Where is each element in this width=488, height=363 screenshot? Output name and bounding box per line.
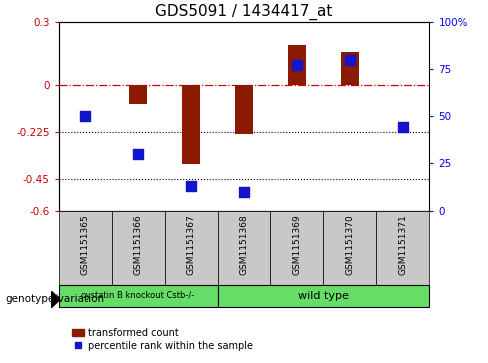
- Bar: [270, 211, 324, 285]
- Text: GSM1151365: GSM1151365: [81, 214, 90, 275]
- Bar: [59, 211, 112, 285]
- Point: [81, 113, 89, 119]
- Legend: transformed count, percentile rank within the sample: transformed count, percentile rank withi…: [68, 324, 257, 355]
- Point: [240, 189, 248, 195]
- Text: GSM1151367: GSM1151367: [186, 214, 196, 275]
- Text: genotype/variation: genotype/variation: [5, 294, 104, 305]
- Bar: [324, 211, 376, 285]
- Text: GSM1151371: GSM1151371: [398, 214, 407, 275]
- Bar: [235, 85, 253, 134]
- Point: [293, 62, 301, 68]
- Point: [346, 57, 354, 62]
- Title: GDS5091 / 1434417_at: GDS5091 / 1434417_at: [155, 4, 333, 20]
- Bar: [164, 211, 218, 285]
- Text: GSM1151369: GSM1151369: [292, 214, 302, 275]
- Bar: [182, 85, 200, 164]
- Bar: [376, 211, 429, 285]
- Text: wild type: wild type: [298, 291, 349, 301]
- Point: [134, 151, 142, 157]
- Bar: [218, 285, 429, 307]
- Bar: [288, 45, 306, 85]
- Text: GSM1151366: GSM1151366: [134, 214, 142, 275]
- Bar: [112, 211, 164, 285]
- Polygon shape: [51, 291, 60, 308]
- Bar: [341, 52, 359, 85]
- Point: [399, 125, 407, 130]
- Bar: [129, 85, 147, 103]
- Bar: [59, 285, 218, 307]
- Text: cystatin B knockout Cstb-/-: cystatin B knockout Cstb-/-: [81, 291, 195, 300]
- Bar: [218, 211, 270, 285]
- Text: GSM1151370: GSM1151370: [346, 214, 354, 275]
- Text: GSM1151368: GSM1151368: [240, 214, 248, 275]
- Point: [187, 183, 195, 189]
